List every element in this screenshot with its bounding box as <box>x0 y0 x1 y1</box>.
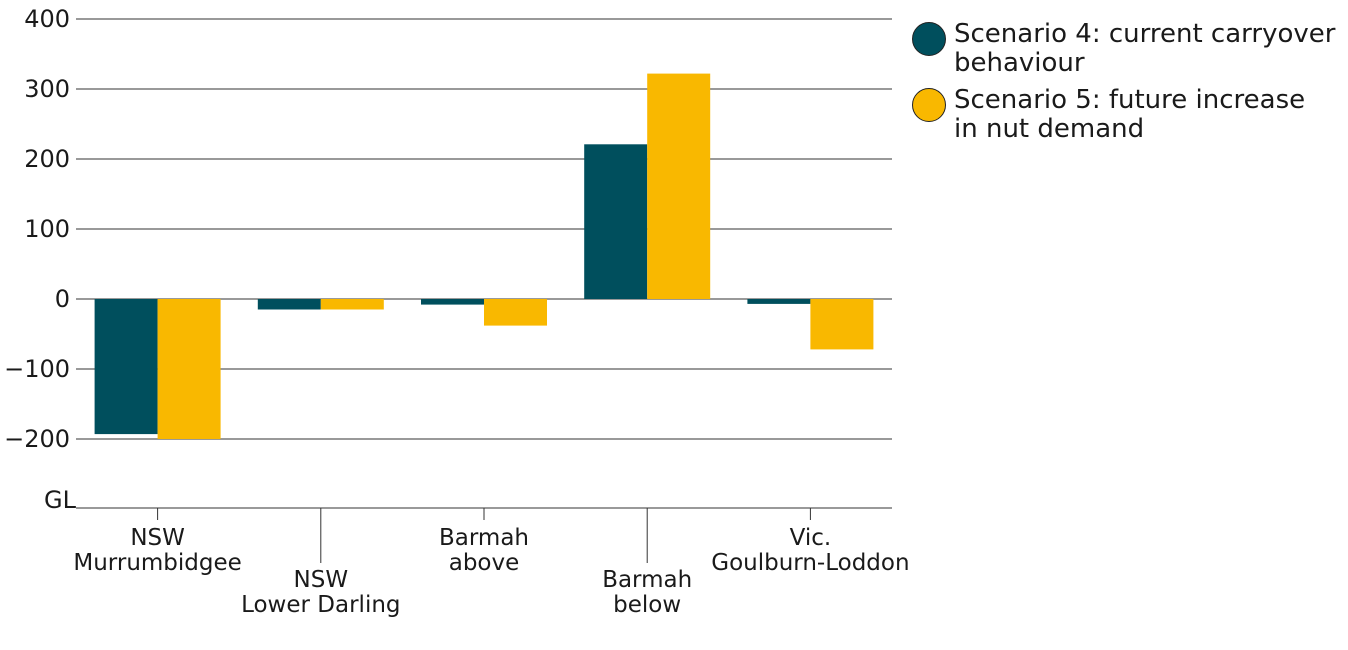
x-category-label: NSW <box>130 525 185 551</box>
y-tick-label: 100 <box>24 215 70 243</box>
legend-item-scenario-5: Scenario 5: future increase in nut deman… <box>912 86 1342 144</box>
bars <box>94 73 874 439</box>
bar-scenario-5 <box>810 299 874 350</box>
bar-scenario-5 <box>320 299 384 310</box>
x-category-label: NSW <box>294 567 349 593</box>
y-tick-label: 400 <box>24 5 70 33</box>
legend-label-line: behaviour <box>954 48 1085 78</box>
x-category-label: Vic. <box>790 525 832 551</box>
bar-scenario-4 <box>584 144 648 299</box>
y-tick-label: 0 <box>55 285 70 313</box>
bar-scenario-5 <box>157 299 221 439</box>
y-tick-label: −200 <box>4 425 70 453</box>
bar-scenario-4 <box>257 299 321 310</box>
x-category-label: Barmah <box>602 567 692 593</box>
bar-scenario-4 <box>94 299 158 435</box>
unit-label: GL <box>44 486 77 514</box>
legend-label-scenario-4: Scenario 4: current carryover behaviour <box>954 20 1335 78</box>
x-category-label: Barmah <box>439 525 529 551</box>
x-category-label: Murrumbidgee <box>73 550 241 576</box>
x-category-label: below <box>613 592 681 618</box>
bar-scenario-4 <box>747 299 811 304</box>
legend: Scenario 4: current carryover behaviour … <box>912 20 1342 152</box>
bar-scenario-5 <box>647 73 711 299</box>
legend-label-line: Scenario 5: future increase <box>954 85 1306 115</box>
x-category-label: Lower Darling <box>241 592 400 618</box>
bar-scenario-4 <box>421 299 484 305</box>
y-axis: 400 300 200 100 0 −100 −200 <box>4 5 70 453</box>
legend-swatch-scenario-5 <box>912 88 946 122</box>
y-tick-label: −100 <box>4 355 70 383</box>
x-category-label: above <box>449 550 520 576</box>
legend-label-line: in nut demand <box>954 114 1145 144</box>
legend-swatch-scenario-4 <box>912 22 946 56</box>
y-tick-label: 300 <box>24 75 70 103</box>
x-category-label: Goulburn-Loddon <box>711 550 909 576</box>
legend-label-line: Scenario 4: current carryover <box>954 19 1336 49</box>
bar-scenario-5 <box>484 299 547 326</box>
legend-label-scenario-5: Scenario 5: future increase in nut deman… <box>954 86 1305 144</box>
y-tick-label: 200 <box>24 145 70 173</box>
legend-item-scenario-4: Scenario 4: current carryover behaviour <box>912 20 1342 78</box>
